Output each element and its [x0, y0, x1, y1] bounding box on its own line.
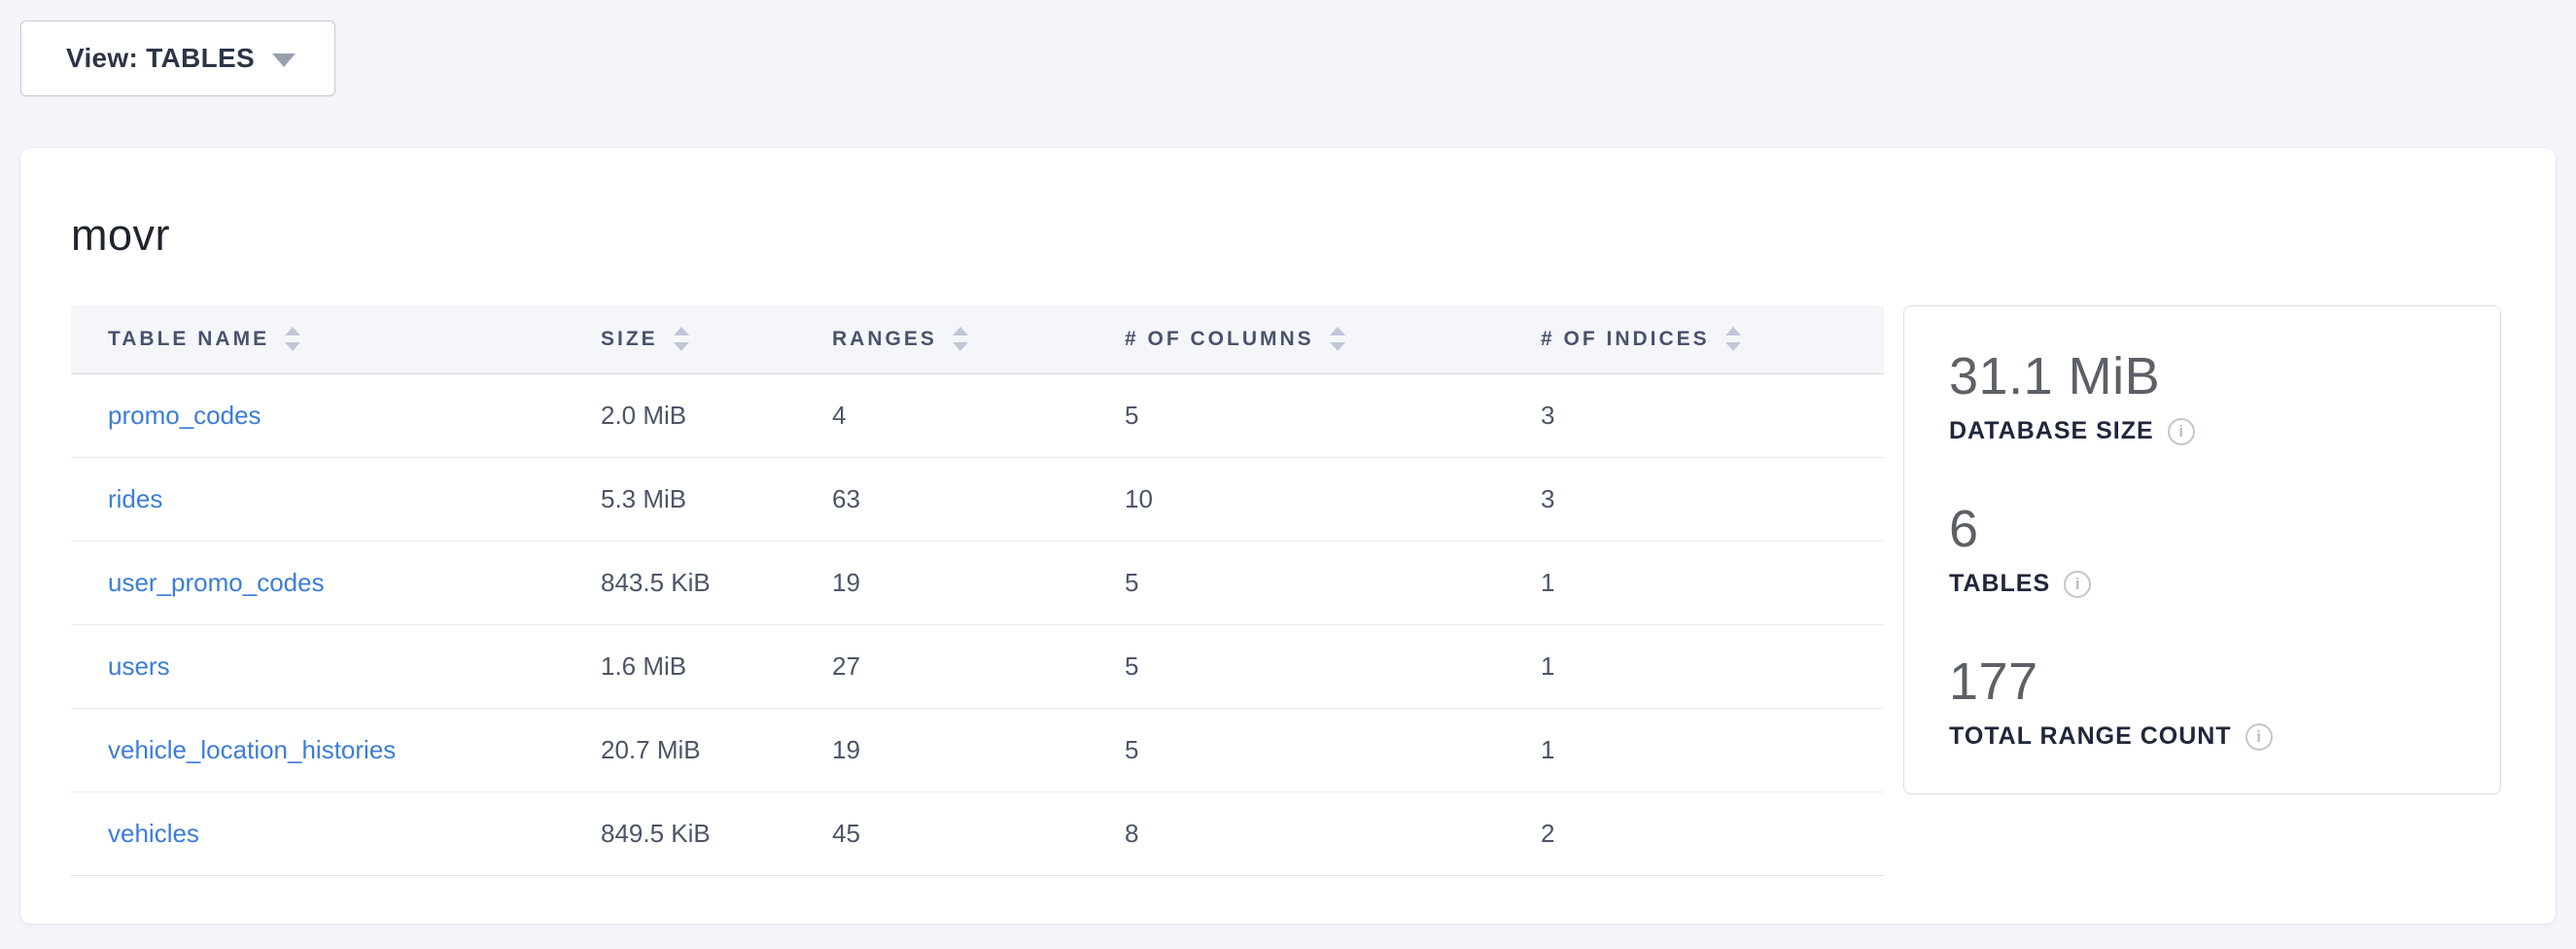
column-header-num-indices[interactable]: # OF INDICES [1541, 305, 1884, 374]
sort-arrows-icon[interactable] [673, 327, 689, 352]
indices-cell: 1 [1541, 541, 1884, 625]
stat-database-size: 31.1 MiB DATABASE SIZE [1949, 345, 2461, 445]
tables-table: TABLE NAME SIZE RANGES [71, 305, 1884, 876]
table-row: user_promo_codes 843.5 KiB 19 5 1 [71, 541, 1884, 625]
size-cell: 5.3 MiB [601, 457, 832, 542]
chevron-down-icon [271, 53, 296, 67]
stat-total-range-count: 177 TOTAL RANGE COUNT [1949, 650, 2461, 751]
database-summary-panel: 31.1 MiB DATABASE SIZE 6 TABLES 177 TOTA… [1903, 305, 2501, 794]
info-icon[interactable] [2245, 722, 2273, 751]
view-selector-label: View: TABLES [66, 43, 255, 73]
indices-cell: 3 [1541, 457, 1884, 542]
ranges-cell: 27 [832, 624, 1125, 709]
sort-arrows-icon[interactable] [952, 327, 968, 352]
table-name-link[interactable]: users [108, 650, 170, 681]
table-row: promo_codes 2.0 MiB 4 5 3 [71, 373, 1884, 458]
sort-arrows-icon[interactable] [285, 327, 301, 352]
column-header-table-name[interactable]: TABLE NAME [71, 305, 601, 374]
table-name-link[interactable]: vehicle_location_histories [108, 734, 397, 764]
size-cell: 2.0 MiB [601, 373, 832, 458]
sort-arrows-icon[interactable] [1724, 327, 1741, 352]
table-name-link[interactable]: rides [108, 483, 163, 513]
stat-label: DATABASE SIZE [1949, 417, 2154, 444]
table-header-row: TABLE NAME SIZE RANGES [71, 305, 1884, 374]
table-row: rides 5.3 MiB 63 10 3 [71, 457, 1884, 542]
view-selector-dropdown[interactable]: View: TABLES [20, 20, 335, 96]
database-card: movr TABLE NAME SIZE [20, 148, 2556, 924]
ranges-cell: 45 [832, 791, 1125, 876]
stat-label: TOTAL RANGE COUNT [1949, 722, 2232, 750]
stat-label: TABLES [1949, 570, 2051, 597]
table-name-link[interactable]: user_promo_codes [108, 567, 325, 597]
table-name-link[interactable]: vehicles [108, 818, 199, 848]
database-name-title: movr [71, 210, 170, 260]
indices-cell: 1 [1541, 708, 1884, 792]
column-header-size[interactable]: SIZE [601, 305, 832, 374]
ranges-cell: 19 [832, 708, 1125, 792]
indices-cell: 1 [1541, 624, 1884, 709]
stat-value: 177 [1949, 652, 2038, 711]
indices-cell: 3 [1541, 373, 1884, 458]
table-row: vehicles 849.5 KiB 45 8 2 [71, 791, 1884, 876]
ranges-cell: 19 [832, 541, 1125, 625]
table-name-link[interactable]: promo_codes [108, 400, 261, 430]
size-cell: 849.5 KiB [601, 791, 832, 876]
info-icon[interactable] [2064, 570, 2092, 598]
column-header-num-columns[interactable]: # OF COLUMNS [1125, 305, 1541, 374]
stat-value: 6 [1949, 500, 1979, 558]
stat-tables: 6 TABLES [1949, 498, 2461, 598]
ranges-cell: 63 [832, 457, 1125, 542]
columns-cell: 5 [1125, 373, 1541, 458]
info-icon[interactable] [2167, 417, 2195, 445]
stat-value: 31.1 MiB [1949, 347, 2161, 405]
columns-cell: 5 [1125, 541, 1541, 625]
table-row: users 1.6 MiB 27 5 1 [71, 624, 1884, 709]
card-content-row: TABLE NAME SIZE RANGES [71, 305, 2505, 876]
columns-cell: 5 [1125, 624, 1541, 709]
size-cell: 20.7 MiB [601, 708, 832, 792]
ranges-cell: 4 [832, 373, 1125, 458]
table-row: vehicle_location_histories 20.7 MiB 19 5… [71, 708, 1884, 792]
size-cell: 843.5 KiB [601, 541, 832, 625]
size-cell: 1.6 MiB [601, 624, 832, 709]
columns-cell: 8 [1125, 791, 1541, 876]
columns-cell: 10 [1125, 457, 1541, 542]
indices-cell: 2 [1541, 791, 1884, 876]
columns-cell: 5 [1125, 708, 1541, 792]
column-header-ranges[interactable]: RANGES [832, 305, 1125, 374]
sort-arrows-icon[interactable] [1329, 327, 1345, 352]
